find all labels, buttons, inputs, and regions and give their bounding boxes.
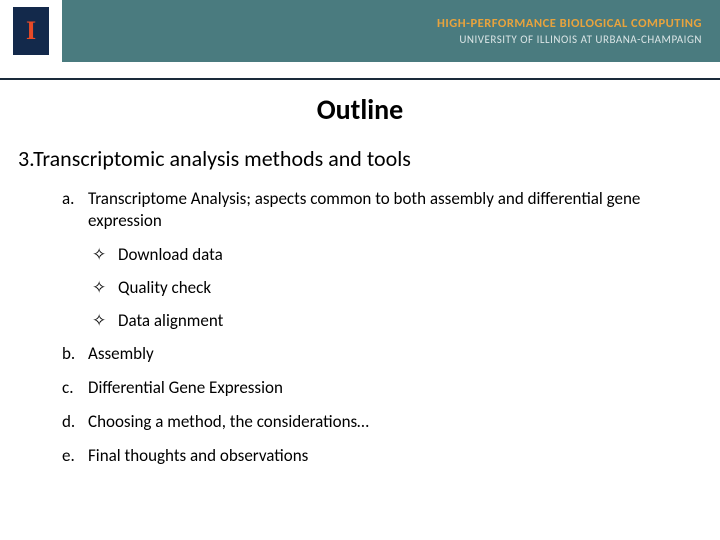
item-text: Final thoughts and observations [88,445,308,467]
section-heading: 3.Transcriptomic analysis methods and to… [18,145,702,172]
bullet-icon: ✧ [92,244,118,265]
logo-container: I [0,0,62,62]
list-item-b: b. Assembly [62,343,702,365]
header-divider [0,78,720,80]
sub-item-text: Quality check [118,277,211,298]
slide-content: 3.Transcriptomic analysis methods and to… [0,145,720,468]
item-marker: e. [62,445,88,467]
sub-item: ✧ Data alignment [92,310,702,331]
section-number: 3. [18,145,33,172]
sub-item: ✧ Quality check [92,277,702,298]
sublist-a: ✧ Download data ✧ Quality check ✧ Data a… [62,244,702,331]
illinois-logo-icon: I [13,7,49,55]
sub-item-text: Download data [118,244,223,265]
item-text: Differential Gene Expression [88,377,283,399]
slide-title: Outline [0,92,720,127]
item-marker: b. [62,343,88,365]
header-text-block: HIGH-PERFORMANCE BIOLOGICAL COMPUTING UN… [62,0,720,62]
bullet-icon: ✧ [92,310,118,331]
sub-item-text: Data alignment [118,310,223,331]
header-title: HIGH-PERFORMANCE BIOLOGICAL COMPUTING [437,16,702,31]
item-text: Transcriptome Analysis; aspects common t… [88,188,702,232]
item-marker: c. [62,377,88,399]
bullet-icon: ✧ [92,277,118,298]
item-marker: a. [62,188,88,232]
logo-letter: I [26,16,36,46]
item-text: Assembly [88,343,154,365]
item-marker: d. [62,411,88,433]
sub-item: ✧ Download data [92,244,702,265]
outline-list: a. Transcriptome Analysis; aspects commo… [18,188,702,468]
section-text: Transcriptomic analysis methods and tool… [33,145,411,172]
list-item-a: a. Transcriptome Analysis; aspects commo… [62,188,702,232]
list-item-d: d. Choosing a method, the considerations… [62,411,702,433]
header-subtitle: UNIVERSITY OF ILLINOIS AT URBANA-CHAMPAI… [459,33,702,46]
slide-header: I HIGH-PERFORMANCE BIOLOGICAL COMPUTING … [0,0,720,62]
list-item-e: e. Final thoughts and observations [62,445,702,467]
list-item-c: c. Differential Gene Expression [62,377,702,399]
item-text: Choosing a method, the considerations… [88,411,369,433]
